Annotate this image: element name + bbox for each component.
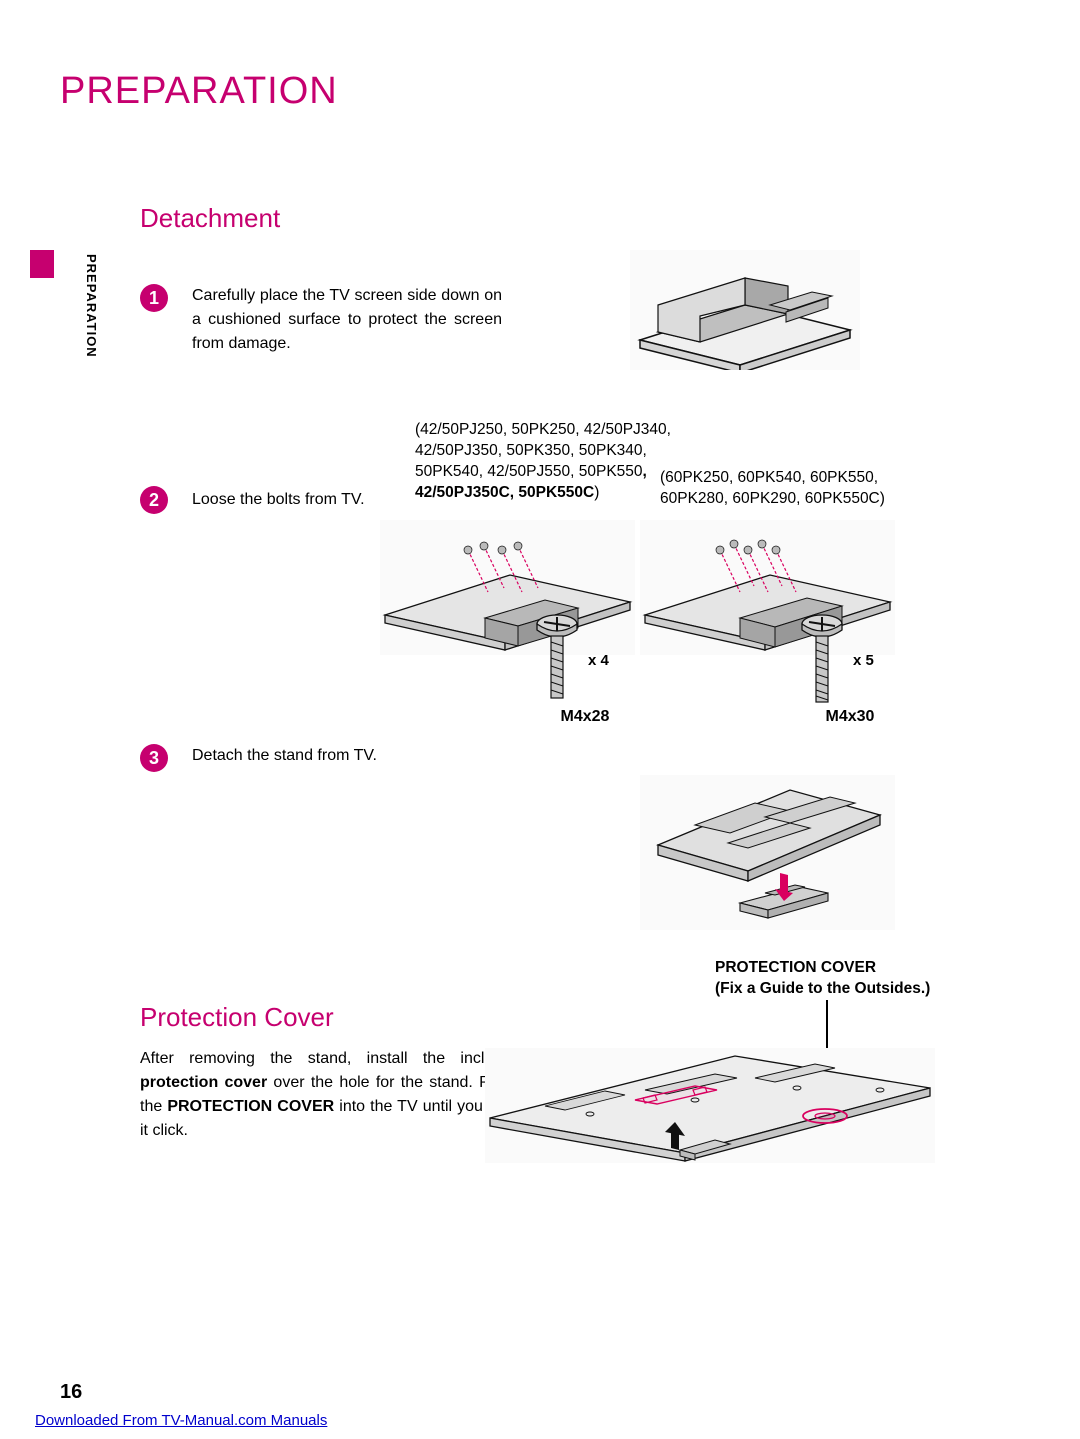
download-source-link[interactable]: Downloaded From TV-Manual.com Manuals <box>35 1412 327 1429</box>
prot-callout-line1: PROTECTION COVER <box>715 958 930 979</box>
bolt-a-label: M4x28 <box>530 708 640 726</box>
protection-cover-heading: Protection Cover <box>140 1002 1020 1033</box>
bolt-a-quantity: x 4 <box>588 652 609 669</box>
step-1-number-badge: 1 <box>140 284 168 312</box>
step-2-number-badge: 2 <box>140 486 168 514</box>
figure-detach-stand <box>640 775 895 930</box>
figure-tv-face-down <box>630 250 860 370</box>
bolt-spec-a: x 4 M4x28 <box>530 610 640 715</box>
prot-callout-line2: (Fix a Guide to the Outsides.) <box>715 979 930 1000</box>
models-group-a: (42/50PJ250, 50PK250, 42/50PJ340, 42/50P… <box>415 420 671 504</box>
models-a-line2: 42/50PJ350, 50PK350, 50PK340, <box>415 441 671 462</box>
bolt-icon <box>530 610 585 710</box>
step-3: 3 Detach the stand from TV. <box>140 744 1020 772</box>
step-2-text: Loose the bolts from TV. <box>192 488 365 512</box>
page-number: 16 <box>60 1381 82 1404</box>
models-a-line3: 50PK540, 42/50PJ550, 50PK550, <box>415 462 671 483</box>
bolt-spec-b: x 5 M4x30 <box>795 610 905 715</box>
models-a-line4: 42/50PJ350C, 50PK550C) <box>415 483 671 504</box>
prot-body-bold1: protection cover <box>140 1074 267 1091</box>
bolt-b-quantity: x 5 <box>853 652 874 669</box>
prot-body-bold2: PROTECTION COVER <box>167 1098 334 1115</box>
side-tab-label: PREPARATION <box>84 254 99 358</box>
step-1: 1 Carefully place the TV screen side dow… <box>140 284 1020 356</box>
prot-body-seg1: After removing the stand, install the in… <box>140 1050 520 1067</box>
models-group-b: (60PK250, 60PK540, 60PK550, 60PK280, 60P… <box>660 468 885 510</box>
protection-cover-body: After removing the stand, install the in… <box>140 1047 520 1143</box>
bolt-b-label: M4x30 <box>795 708 905 726</box>
models-b-line2: 60PK280, 60PK290, 60PK550C) <box>660 489 885 510</box>
models-a-line1: (42/50PJ250, 50PK250, 42/50PJ340, <box>415 420 671 441</box>
side-tab-accent-bar <box>30 250 54 278</box>
protection-cover-callout: PROTECTION COVER (Fix a Guide to the Out… <box>715 958 930 1000</box>
step-3-number-badge: 3 <box>140 744 168 772</box>
step-3-text: Detach the stand from TV. <box>192 744 377 768</box>
models-b-line1: (60PK250, 60PK540, 60PK550, <box>660 468 885 489</box>
step-1-text: Carefully place the TV screen side down … <box>192 284 502 356</box>
figure-protection-cover <box>485 1048 935 1163</box>
detachment-heading: Detachment <box>140 203 1020 234</box>
bolt-icon <box>795 610 850 710</box>
page-title: PREPARATION <box>60 70 1020 113</box>
